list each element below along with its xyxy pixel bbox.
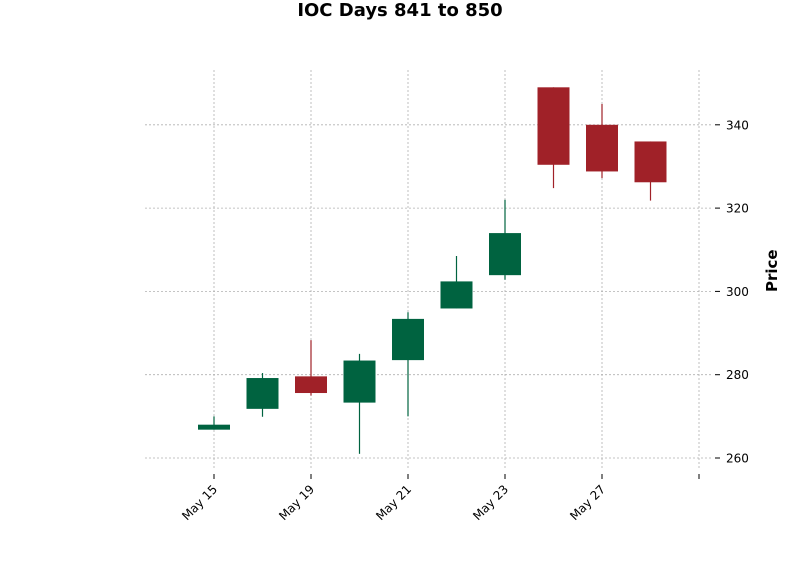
x-tick-label: May 15 <box>179 482 220 523</box>
y-tick-label: 320 <box>726 202 749 216</box>
candle-body-down <box>295 376 327 394</box>
grid <box>145 70 712 470</box>
candle-body-up <box>392 318 424 361</box>
y-tick-label: 340 <box>726 118 749 132</box>
x-tick-label: May 19 <box>276 482 317 523</box>
candle-body-up <box>489 233 521 276</box>
x-tick-label: May 27 <box>567 482 608 523</box>
candle-body-up <box>198 424 230 430</box>
candles <box>198 87 667 454</box>
x-tick-label: May 23 <box>470 482 511 523</box>
candle-body-up <box>440 281 473 309</box>
y-tick-label: 260 <box>726 452 749 466</box>
candle-body-down <box>537 87 570 165</box>
x-tick-label: May 21 <box>373 482 414 523</box>
chart-title: IOC Days 841 to 850 <box>297 0 503 21</box>
candle-body-down <box>634 141 667 183</box>
y-axis-label: Price <box>763 249 781 292</box>
y-tick-label: 300 <box>726 285 749 299</box>
y-tick-label: 280 <box>726 368 749 382</box>
candle-body-down <box>586 124 618 172</box>
candle-body-up <box>246 378 279 409</box>
candle-body-up <box>343 360 376 403</box>
